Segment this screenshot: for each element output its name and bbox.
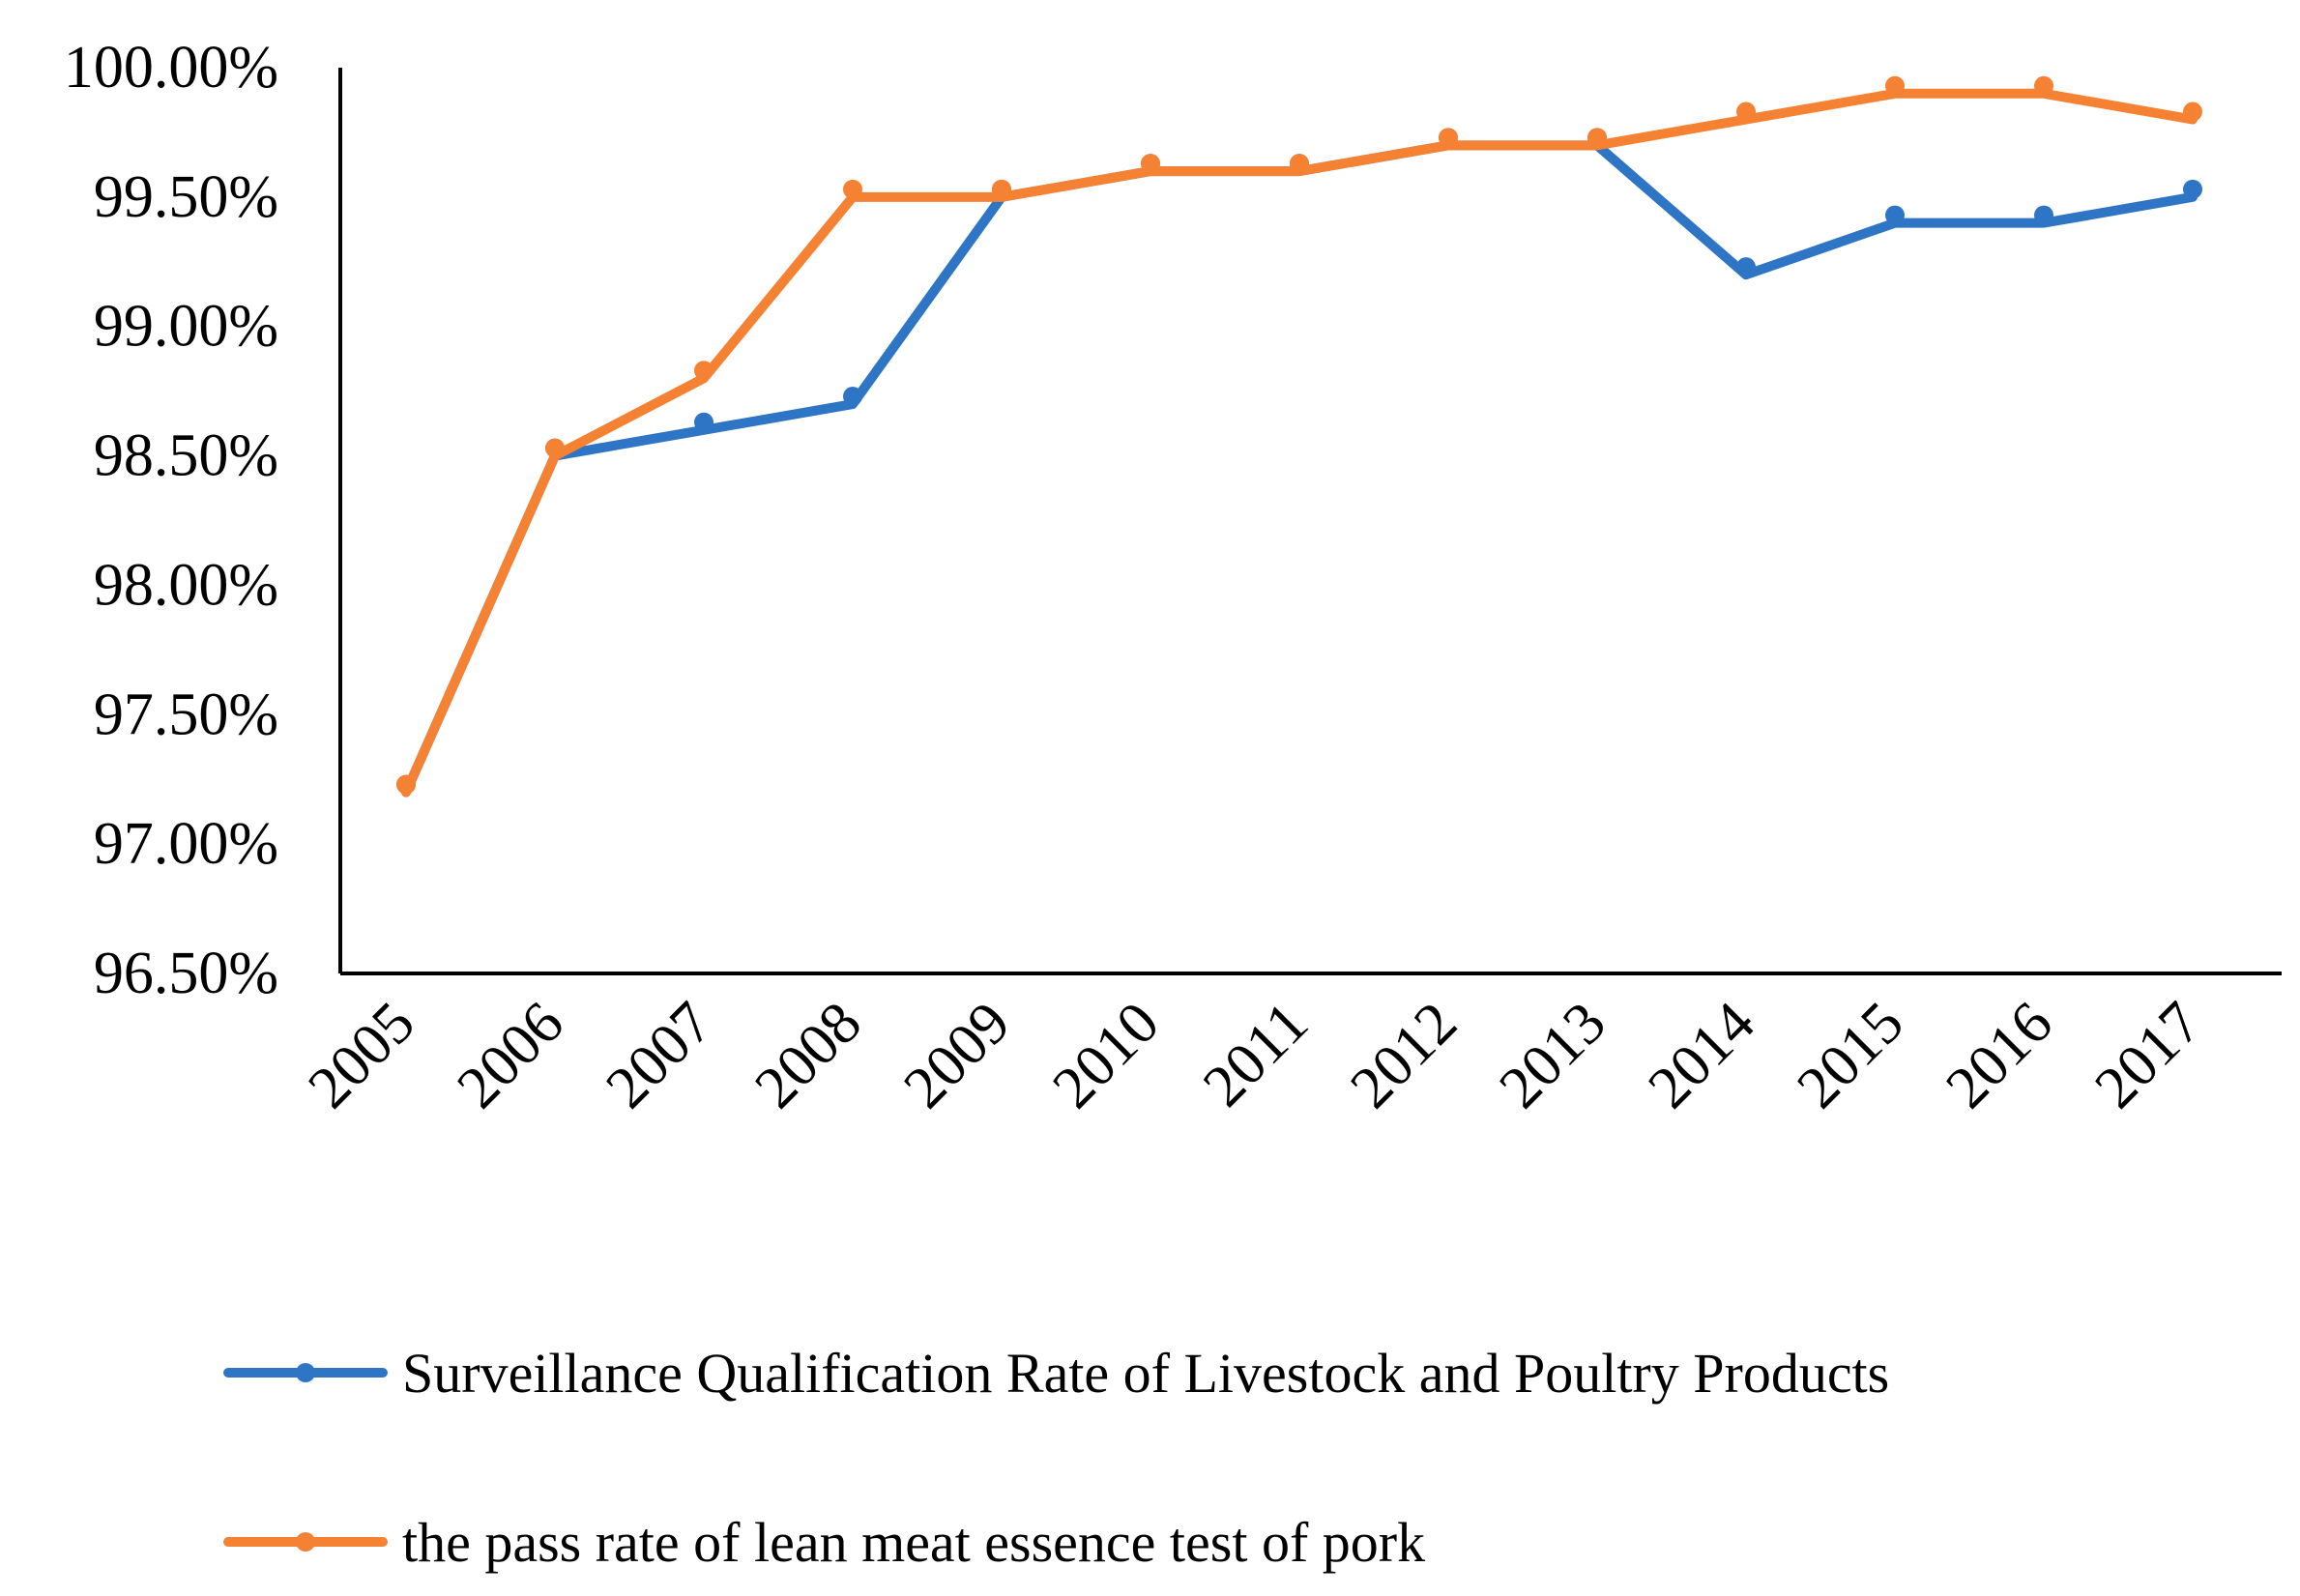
legend-entry-1: Surveillance Qualification Rate of Lives…: [223, 1342, 1889, 1405]
x-tick-label: 2008: [742, 990, 874, 1121]
legend-label: the pass rate of lean meat essence test …: [402, 1511, 1425, 1574]
data-point: [694, 361, 713, 381]
y-tick-label: 100.00%: [64, 35, 278, 101]
legend: Surveillance Qualification Rate of Lives…: [223, 1342, 1889, 1574]
data-point: [1885, 205, 1905, 225]
data-point: [1587, 128, 1607, 148]
y-tick-label: 98.50%: [94, 423, 278, 489]
series-2: [396, 75, 2202, 798]
y-tick-label: 99.00%: [94, 294, 278, 360]
series-line: [401, 88, 2198, 798]
y-tick-label: 98.00%: [94, 552, 278, 618]
data-point: [843, 179, 862, 199]
x-tick-label: 2011: [1191, 990, 1321, 1119]
y-tick-label: 97.00%: [94, 811, 278, 877]
x-axis-ticks: 2005 2006 2007 2008 2009 2010 2011 2012 2013 2014…: [296, 990, 2214, 1121]
x-tick-label: 2017: [2082, 990, 2214, 1121]
y-tick-label: 99.50%: [94, 164, 278, 230]
data-point: [1736, 102, 1756, 122]
y-tick-label: 96.50%: [94, 941, 278, 1006]
y-tick-label: 97.50%: [94, 682, 278, 747]
data-point: [992, 179, 1011, 199]
data-point: [396, 774, 416, 795]
y-axis-ticks: 96.50% 97.00% 97.50% 98.00% 98.50% 99.00% 99.5…: [64, 35, 278, 1006]
data-point: [545, 438, 565, 458]
series-1: [396, 128, 2202, 798]
x-tick-label: 2015: [1785, 990, 1916, 1121]
legend-label: Surveillance Qualification Rate of Lives…: [402, 1342, 1889, 1405]
legend-entry-2: the pass rate of lean meat essence test …: [223, 1511, 1425, 1574]
data-point: [1439, 128, 1458, 148]
data-point: [1736, 257, 1756, 277]
data-point: [1290, 154, 1309, 174]
data-point: [694, 412, 713, 432]
x-tick-label: 2009: [891, 990, 1023, 1121]
data-point: [2183, 179, 2202, 199]
data-point: [843, 387, 862, 407]
data-point: [1141, 154, 1160, 174]
x-tick-label: 2010: [1040, 990, 1172, 1121]
x-tick-label: 2013: [1487, 990, 1618, 1121]
x-tick-label: 2005: [296, 990, 427, 1121]
legend-marker: [296, 1532, 315, 1552]
series-layer: [396, 75, 2202, 798]
data-point: [2183, 102, 2202, 122]
data-point: [2034, 205, 2053, 225]
data-point: [2034, 75, 2053, 96]
legend-marker: [296, 1363, 315, 1382]
x-tick-label: 2012: [1338, 990, 1470, 1121]
x-tick-label: 2007: [594, 990, 725, 1121]
x-tick-label: 2014: [1636, 990, 1767, 1121]
x-tick-label: 2006: [445, 990, 576, 1121]
data-point: [1885, 75, 1905, 96]
x-tick-label: 2016: [1934, 990, 2065, 1121]
series-line: [401, 140, 2198, 798]
